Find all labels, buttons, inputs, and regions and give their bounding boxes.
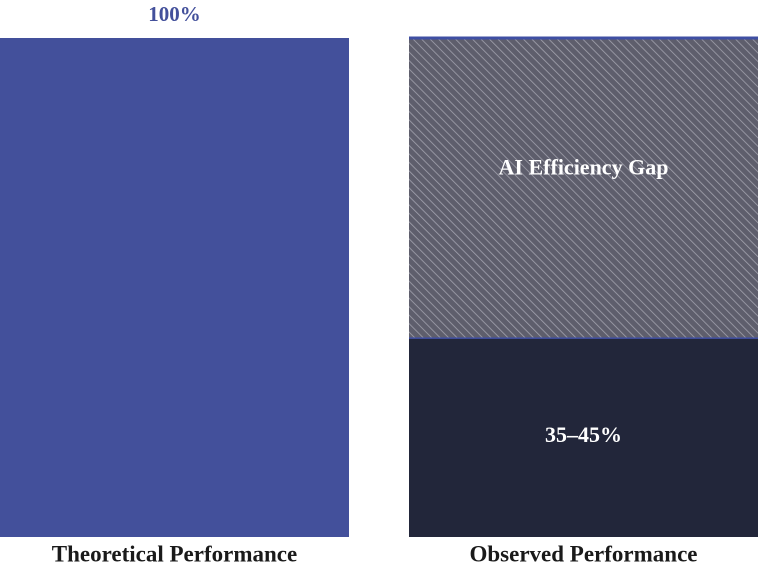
category-label: Observed Performance (469, 541, 697, 566)
value-label: 100% (148, 2, 201, 26)
segment-edge (409, 36, 758, 40)
segment-label: AI Efficiency Gap (499, 155, 669, 180)
bar-segment (0, 38, 349, 537)
bar-segment (409, 337, 758, 537)
value-label: 35–45% (545, 422, 622, 447)
category-label: Theoretical Performance (52, 541, 297, 566)
bar-segment (409, 38, 758, 338)
